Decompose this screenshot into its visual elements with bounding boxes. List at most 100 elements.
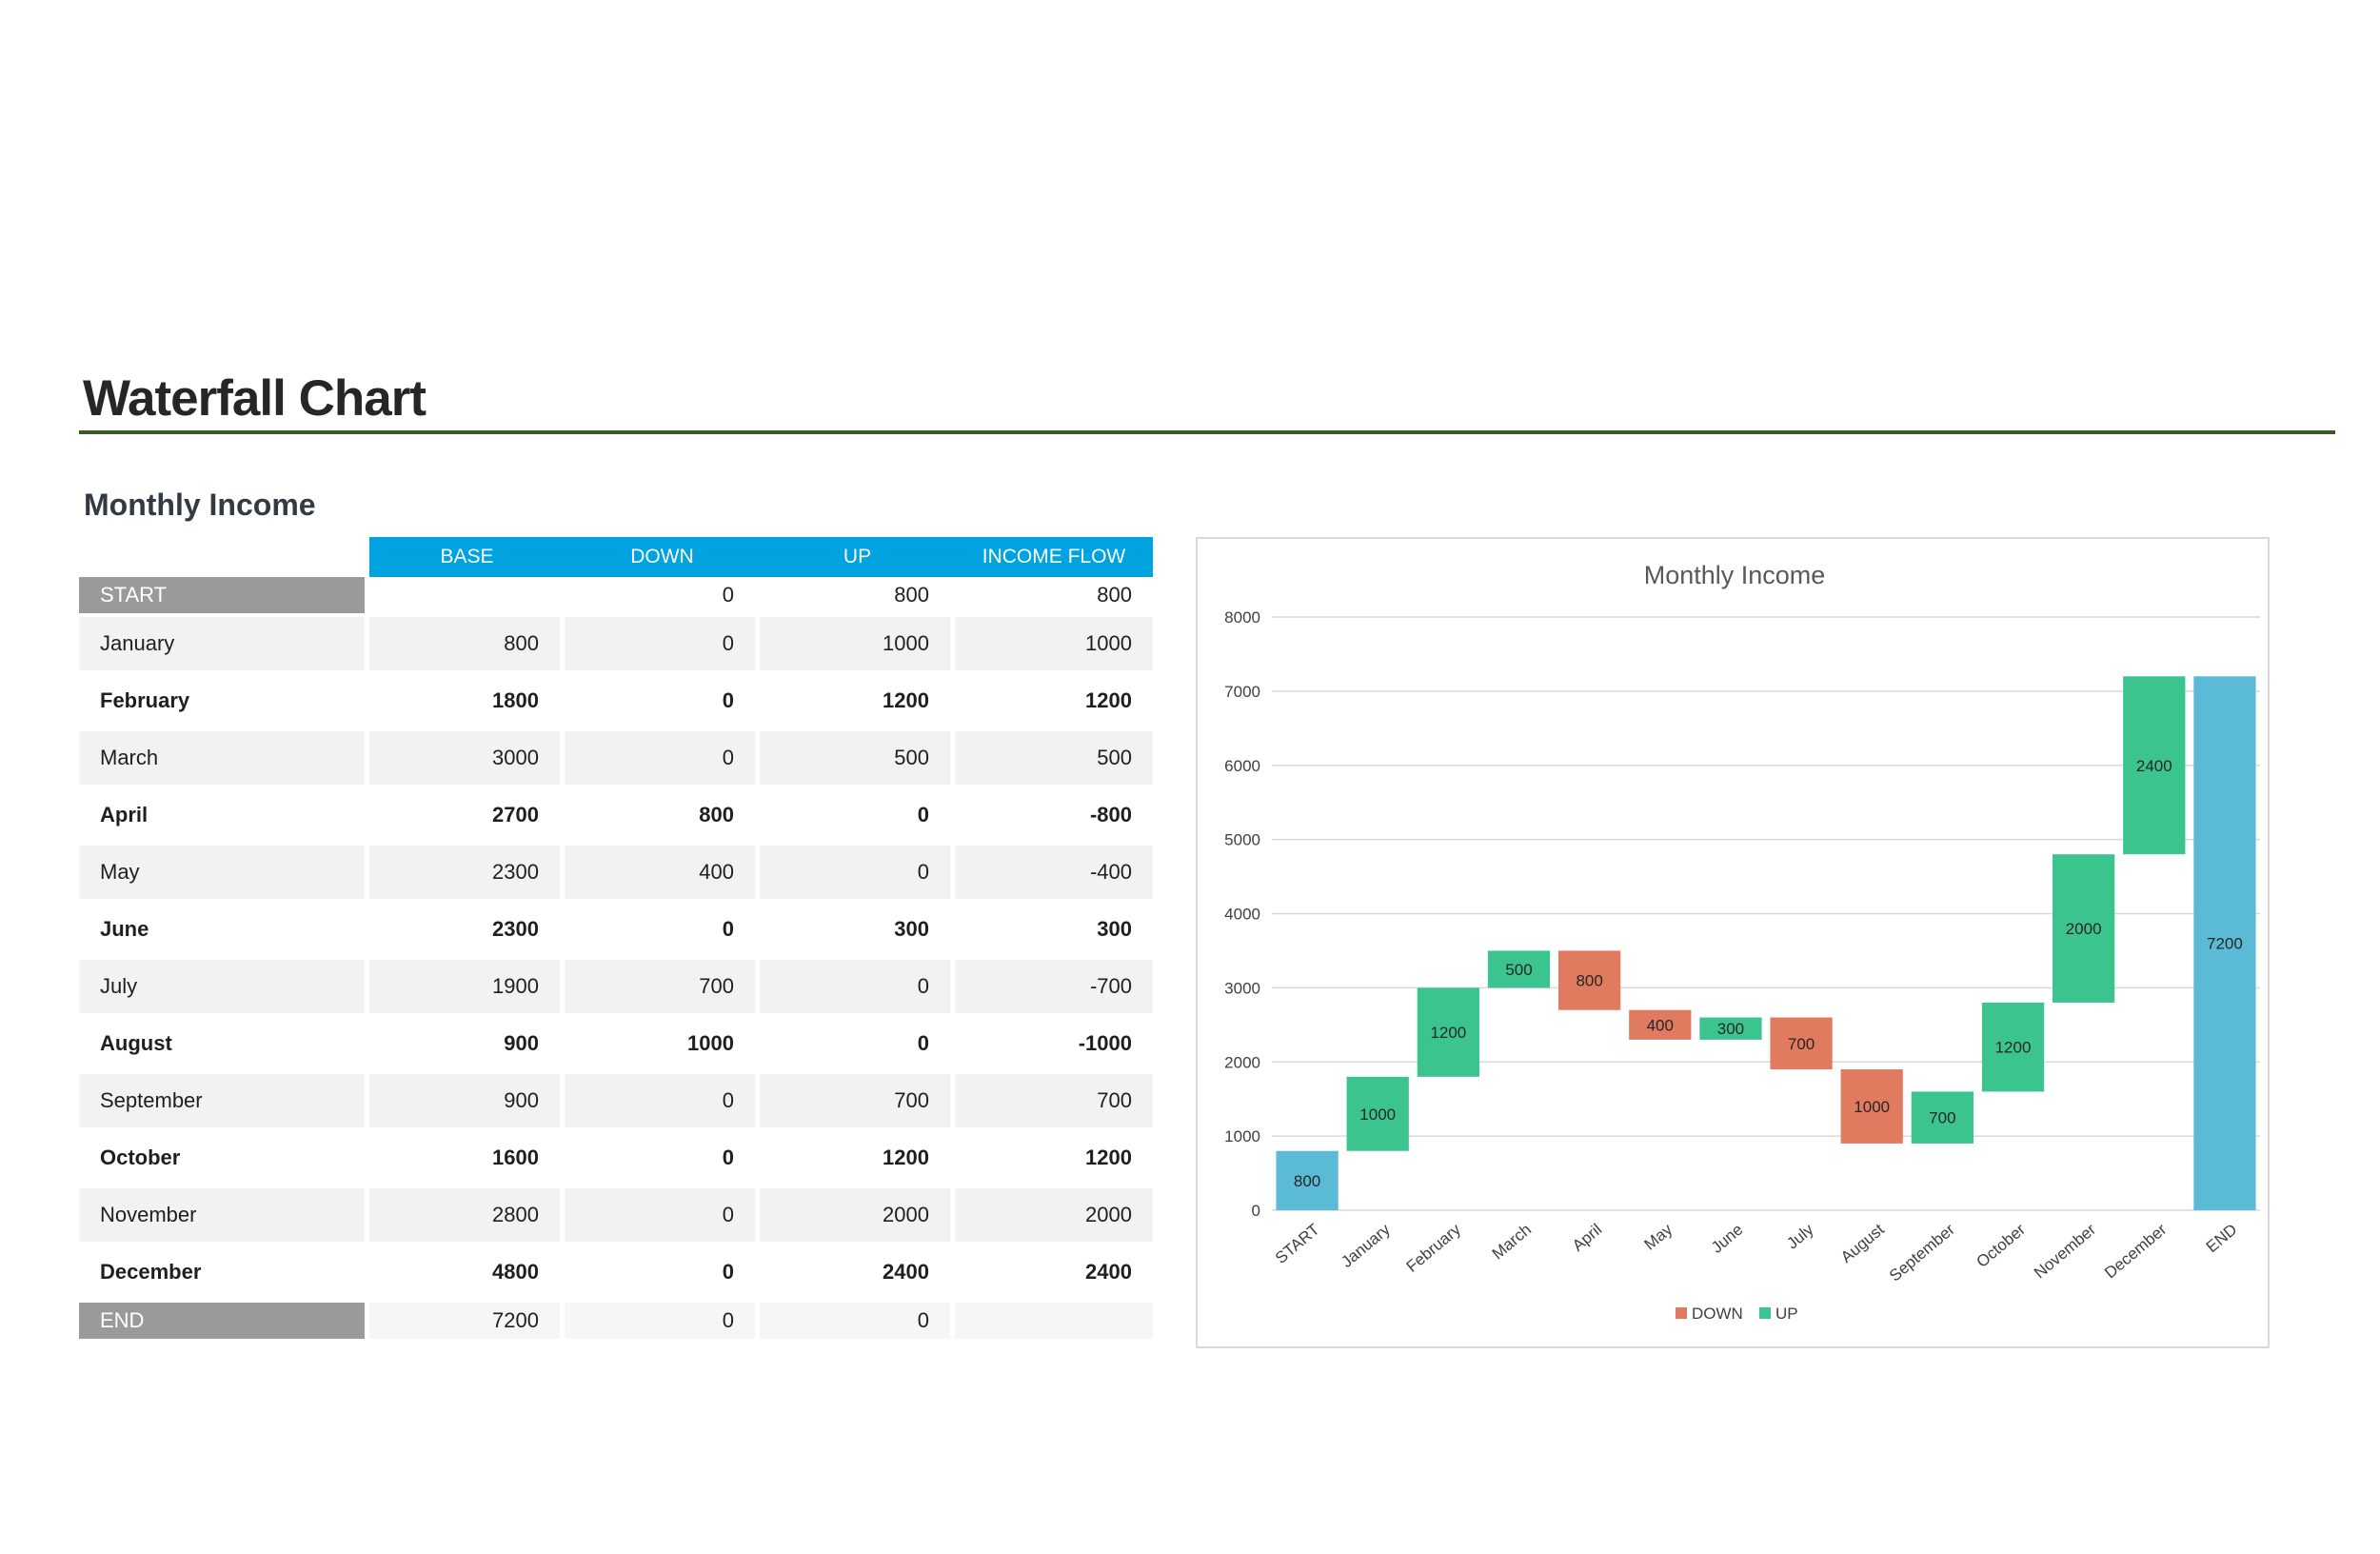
x-tick-label: December bbox=[2101, 1220, 2171, 1282]
bar-september bbox=[1911, 1091, 1973, 1144]
data-label: 2400 bbox=[2136, 757, 2172, 775]
table-header: BASE DOWN UP INCOME FLOW bbox=[79, 537, 1153, 577]
x-tick-label: November bbox=[2031, 1220, 2100, 1282]
cell-flow: 2000 bbox=[955, 1188, 1153, 1242]
chart-canvas: Monthly Income 0 1000 2000 3000 4000 5000 6000… bbox=[1224, 561, 2260, 1323]
header-down: DOWN bbox=[565, 537, 760, 577]
bar-january bbox=[1346, 1076, 1409, 1151]
cell-base bbox=[369, 577, 560, 613]
table-body: START 0 800 800 January 800 0 1000 1000 February 1… bbox=[79, 577, 1153, 1343]
x-tick-label: August bbox=[1837, 1220, 1888, 1266]
table-row: END 7200 0 0 bbox=[79, 1303, 1153, 1343]
table-row: September 900 0 700 700 bbox=[79, 1074, 1153, 1131]
bar-may bbox=[1629, 1009, 1692, 1040]
table-row: May 2300 400 0 -400 bbox=[79, 846, 1153, 903]
data-label: 800 bbox=[1294, 1172, 1320, 1190]
bar-july bbox=[1770, 1017, 1833, 1070]
cell-down: 0 bbox=[722, 917, 734, 941]
cell-down: 1000 bbox=[687, 1031, 734, 1055]
y-tick-label: 0 bbox=[1252, 1202, 1260, 1220]
cell-base: 4800 bbox=[492, 1260, 539, 1284]
cell-down: 0 bbox=[722, 1260, 734, 1284]
page-title: Waterfall Chart bbox=[83, 370, 426, 427]
section-title: Monthly Income bbox=[84, 488, 316, 522]
bar-august bbox=[1840, 1069, 1903, 1144]
bar-march bbox=[1487, 950, 1551, 988]
data-label: 800 bbox=[1576, 972, 1602, 990]
cell-base: 2700 bbox=[492, 803, 539, 827]
row-label: February bbox=[100, 688, 190, 712]
cell-flow: -400 bbox=[955, 846, 1153, 899]
table-row: July 1900 700 0 -700 bbox=[79, 960, 1153, 1017]
x-tick-label: START bbox=[1272, 1221, 1323, 1267]
cell-base: 800 bbox=[369, 617, 560, 670]
table-row: START 0 800 800 bbox=[79, 577, 1153, 617]
cell-up: 0 bbox=[760, 846, 950, 899]
y-tick-label: 3000 bbox=[1224, 979, 1260, 997]
table-row: February 1800 0 1200 1200 bbox=[79, 674, 1153, 731]
cell-base: 1900 bbox=[369, 960, 560, 1013]
x-tick-label: September bbox=[1886, 1220, 1958, 1285]
row-label: June bbox=[100, 917, 149, 941]
row-label: August bbox=[100, 1031, 172, 1055]
data-label: 700 bbox=[1788, 1035, 1815, 1053]
cell-base: 2300 bbox=[369, 846, 560, 899]
cell-flow: -800 bbox=[1089, 803, 1132, 827]
cell-up: 800 bbox=[894, 583, 929, 607]
cell-flow: 1000 bbox=[955, 617, 1153, 670]
cell-up: 0 bbox=[917, 1031, 929, 1055]
row-label: January bbox=[79, 617, 365, 670]
bar-december bbox=[2123, 676, 2186, 855]
cell-up: 0 bbox=[917, 803, 929, 827]
row-label: May bbox=[79, 846, 365, 899]
cell-base: 7200 bbox=[369, 1303, 560, 1339]
table-row: June 2300 0 300 300 bbox=[79, 903, 1153, 960]
cell-down: 0 bbox=[565, 1303, 755, 1339]
table-row: March 3000 0 500 500 bbox=[79, 731, 1153, 788]
y-tick-label: 2000 bbox=[1224, 1053, 1260, 1071]
cell-up: 0 bbox=[760, 960, 950, 1013]
x-tick-label: January bbox=[1338, 1220, 1394, 1271]
table-row: December 4800 0 2400 2400 bbox=[79, 1245, 1153, 1303]
row-label: END bbox=[79, 1303, 365, 1339]
row-label: November bbox=[79, 1188, 365, 1242]
y-tick-label: 8000 bbox=[1224, 608, 1260, 627]
table-row: April 2700 800 0 -800 bbox=[79, 788, 1153, 846]
cell-base: 2800 bbox=[369, 1188, 560, 1242]
cell-flow: 1200 bbox=[1085, 1146, 1132, 1169]
y-tick-label: 7000 bbox=[1224, 683, 1260, 701]
bar-october bbox=[1981, 1002, 2045, 1092]
legend-label-down: DOWN bbox=[1692, 1305, 1743, 1323]
x-tick-label: May bbox=[1641, 1220, 1676, 1254]
table-row: November 2800 0 2000 2000 bbox=[79, 1188, 1153, 1245]
row-label: September bbox=[79, 1074, 365, 1127]
cell-down: 800 bbox=[699, 803, 734, 827]
x-tick-label: June bbox=[1708, 1221, 1746, 1257]
cell-base: 2300 bbox=[492, 917, 539, 941]
cell-down: 0 bbox=[565, 731, 755, 785]
data-label: 2000 bbox=[2066, 920, 2102, 938]
cell-flow bbox=[955, 1303, 1153, 1339]
income-table: BASE DOWN UP INCOME FLOW START 0 800 800 Jan… bbox=[79, 537, 1153, 1343]
cell-flow: 2400 bbox=[1085, 1260, 1132, 1284]
cell-up: 500 bbox=[760, 731, 950, 785]
cell-flow: 800 bbox=[1097, 583, 1132, 607]
table-row: January 800 0 1000 1000 bbox=[79, 617, 1153, 674]
data-label: 700 bbox=[1929, 1109, 1955, 1127]
cell-base: 1800 bbox=[492, 688, 539, 712]
cell-up: 1200 bbox=[883, 688, 929, 712]
header-income-flow: INCOME FLOW bbox=[955, 537, 1153, 577]
cell-up: 300 bbox=[894, 917, 929, 941]
data-label: 1000 bbox=[1854, 1098, 1890, 1116]
cell-down: 0 bbox=[565, 1074, 755, 1127]
cell-down: 700 bbox=[565, 960, 755, 1013]
cell-up: 0 bbox=[760, 1303, 950, 1339]
cell-flow: 500 bbox=[955, 731, 1153, 785]
cell-flow: -1000 bbox=[1078, 1031, 1132, 1055]
cell-up: 1000 bbox=[760, 617, 950, 670]
cell-down: 0 bbox=[565, 617, 755, 670]
row-label: December bbox=[100, 1260, 202, 1284]
cell-base: 900 bbox=[504, 1031, 539, 1055]
chart-title: Monthly Income bbox=[1644, 561, 1826, 589]
cell-flow: 1200 bbox=[1085, 688, 1132, 712]
